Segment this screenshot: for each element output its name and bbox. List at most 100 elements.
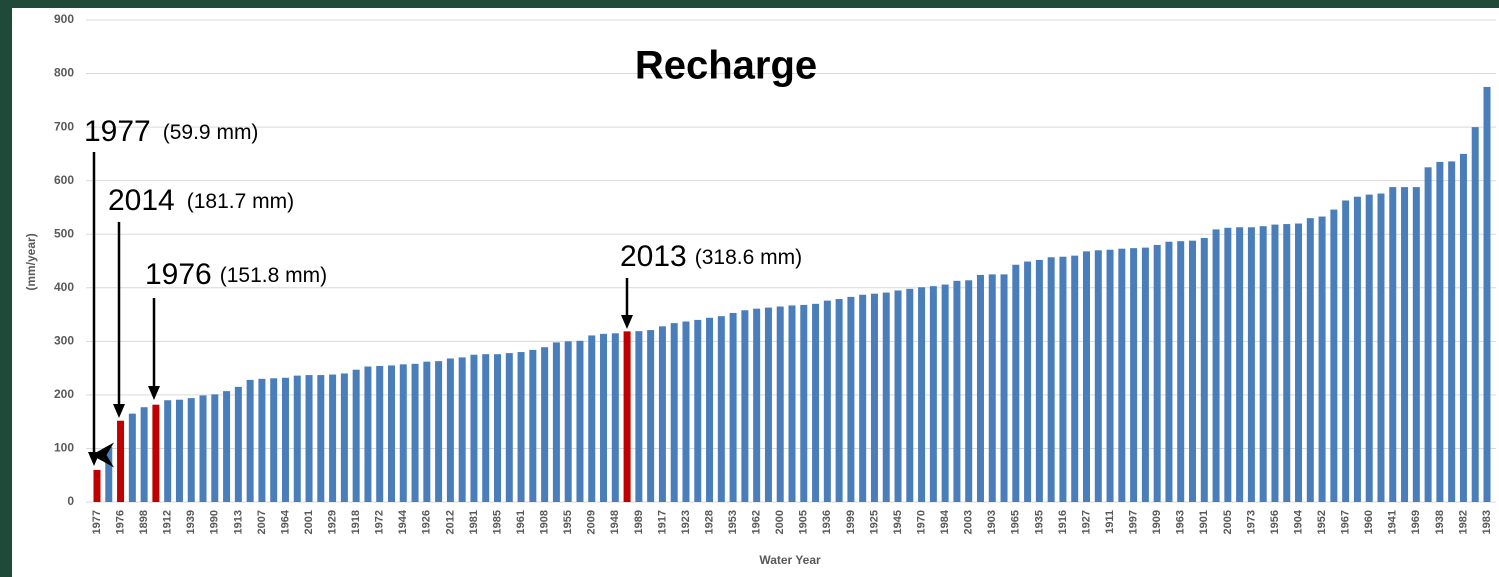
bar — [1436, 161, 1444, 502]
bar — [1483, 86, 1491, 502]
y-tick-label: 400 — [54, 280, 74, 294]
x-tick-label: 1916 — [1057, 510, 1069, 534]
x-tick-label: 1999 — [845, 510, 857, 534]
x-tick-label: 1982 — [1457, 510, 1469, 534]
bar — [529, 349, 537, 502]
x-tick-label: 1972 — [374, 510, 386, 534]
x-tick-label: 1909 — [1151, 510, 1163, 534]
bar — [340, 373, 348, 502]
bar — [494, 354, 502, 502]
x-tick-label: 1927 — [1080, 510, 1092, 534]
bar — [1459, 153, 1467, 502]
x-tick-label: 1990 — [209, 510, 221, 534]
bar — [175, 399, 183, 502]
bar — [717, 316, 725, 502]
bar — [1082, 251, 1090, 502]
bar — [1012, 264, 1020, 502]
bar — [812, 303, 820, 502]
bar — [117, 420, 125, 502]
bar — [623, 331, 631, 502]
x-tick-label: 1984 — [939, 509, 951, 534]
bar — [411, 363, 419, 502]
x-tick-label: 1953 — [727, 510, 739, 534]
bar — [1389, 187, 1397, 503]
annotation: 2013 (318.6 mm) — [620, 240, 802, 273]
bar — [870, 293, 878, 502]
bar — [647, 330, 655, 502]
bar — [505, 353, 513, 502]
x-tick-label: 1977 — [91, 510, 103, 534]
bar — [611, 333, 619, 502]
x-tick-label: 1941 — [1387, 510, 1399, 534]
bar — [1318, 216, 1326, 502]
bar — [211, 394, 219, 502]
bar — [682, 321, 690, 502]
bar — [1024, 261, 1032, 502]
bar — [1106, 249, 1114, 502]
x-tick-label: 1967 — [1340, 510, 1352, 534]
bar — [1306, 218, 1314, 502]
bar — [1130, 248, 1138, 502]
x-tick-label: 2012 — [444, 510, 456, 534]
x-tick-label: 1923 — [680, 510, 692, 534]
x-tick-label: 2009 — [586, 510, 598, 534]
x-tick-label: 1925 — [868, 510, 880, 534]
chart-title: Recharge — [635, 44, 817, 88]
x-tick-label: 1963 — [1175, 510, 1187, 534]
bar — [399, 364, 407, 502]
bar — [1259, 226, 1267, 502]
x-tick-label: 1911 — [1104, 510, 1116, 534]
bar — [918, 287, 926, 502]
bars — [93, 86, 1491, 503]
x-tick-label: 1969 — [1410, 510, 1422, 534]
x-tick-label: 1956 — [1269, 510, 1281, 534]
bar — [1094, 250, 1102, 502]
arrowheads — [88, 315, 633, 466]
bar — [1035, 259, 1043, 502]
bar — [1118, 248, 1126, 502]
bar — [1271, 224, 1279, 503]
bar — [1141, 247, 1149, 502]
x-tick-label: 2005 — [1222, 510, 1234, 534]
x-tick-label: 1938 — [1434, 510, 1446, 534]
x-tick-label: 1913 — [232, 510, 244, 534]
bar — [741, 310, 749, 502]
x-tick-label: 1908 — [539, 510, 551, 534]
bar — [258, 378, 266, 502]
bar — [764, 307, 772, 502]
x-tick-label: 2001 — [303, 510, 315, 534]
bar — [788, 305, 796, 502]
bar — [635, 331, 643, 502]
bar — [1365, 194, 1373, 502]
y-tick-label: 500 — [54, 226, 74, 240]
bar — [305, 375, 313, 502]
x-tick-label: 1976 — [114, 510, 126, 534]
bar — [152, 404, 160, 502]
x-tick-label: 1985 — [491, 510, 503, 534]
bar — [1000, 274, 1008, 502]
bar — [965, 280, 973, 502]
bar — [458, 357, 466, 502]
x-tick-label: 1945 — [892, 510, 904, 534]
x-tick-label: 1901 — [1198, 510, 1210, 534]
annotation: 1977 (59.9 mm) — [84, 115, 258, 148]
x-tick-label: 1903 — [986, 510, 998, 534]
annotations — [91, 152, 629, 468]
bar — [517, 352, 525, 502]
bar — [800, 304, 808, 502]
bar — [93, 469, 101, 502]
bar — [988, 274, 996, 502]
y-tick-label: 600 — [54, 173, 74, 187]
bar — [729, 312, 737, 502]
bar — [835, 299, 843, 502]
bar — [894, 290, 902, 502]
bar — [706, 317, 714, 502]
bar — [223, 391, 231, 502]
x-tick-label: 2007 — [256, 510, 268, 534]
y-tick-label: 100 — [54, 441, 74, 455]
bar — [552, 342, 560, 502]
bar — [1353, 196, 1361, 502]
bar — [387, 365, 395, 502]
x-tick-label: 1917 — [656, 510, 668, 534]
bar — [929, 286, 937, 502]
